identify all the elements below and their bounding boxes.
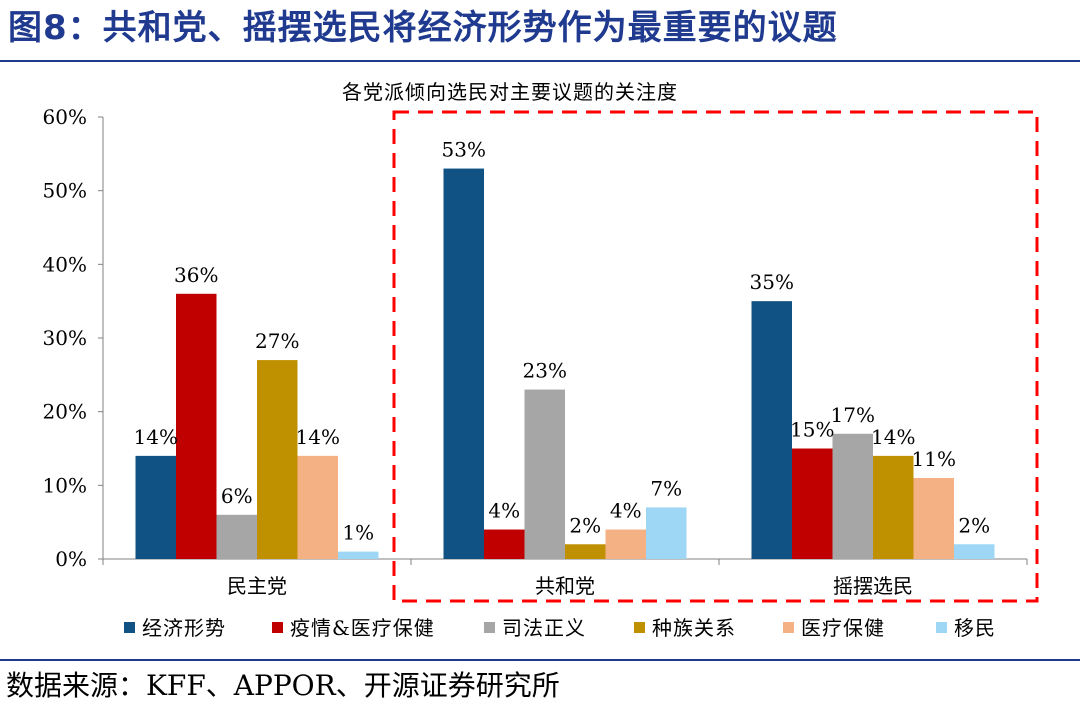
- chart-title: 各党派倾向选民对主要议题的关注度: [342, 80, 678, 104]
- highlight-box: [392, 110, 1039, 603]
- x-tick-label: 摇摆选民: [833, 574, 913, 598]
- data-label: 11%: [912, 447, 956, 471]
- legend-swatch: [783, 622, 794, 633]
- data-label: 35%: [750, 270, 794, 294]
- legend: 经济形势 疫情&医疗保健 司法正义 种族关系 医疗保健 移民: [124, 616, 996, 640]
- data-label: 4%: [488, 499, 520, 523]
- y-tick-label: 50%: [43, 179, 87, 203]
- bar: [338, 551, 379, 559]
- legend-label: 移民: [954, 616, 996, 640]
- y-tick-label: 40%: [43, 252, 87, 276]
- legend-label: 种族关系: [652, 616, 736, 640]
- data-label: 1%: [342, 521, 374, 545]
- legend-swatch: [936, 622, 947, 633]
- bar: [524, 389, 565, 559]
- data-label: 6%: [221, 484, 253, 508]
- bar: [873, 455, 914, 559]
- y-axis: 0% 10% 20% 30% 40% 50% 60%: [43, 105, 104, 571]
- data-label: 14%: [134, 425, 178, 449]
- bar: [832, 433, 873, 559]
- data-label: 53%: [442, 138, 486, 162]
- legend-swatch: [124, 622, 135, 633]
- bar: [954, 544, 995, 559]
- bar: [443, 168, 484, 560]
- bar: [913, 477, 954, 559]
- x-tick-label: 共和党: [535, 574, 595, 598]
- data-label: 27%: [255, 329, 299, 353]
- x-tick-label: 民主党: [227, 574, 287, 598]
- data-label: 4%: [610, 499, 642, 523]
- bar: [484, 529, 525, 559]
- data-label: 17%: [831, 403, 875, 427]
- bar: [176, 293, 217, 559]
- source-note: 数据来源：KFF、APPOR、开源证券研究所: [6, 669, 560, 702]
- legend-swatch: [272, 622, 283, 633]
- bars: [135, 168, 995, 560]
- top-divider: [0, 60, 1080, 62]
- legend-swatch: [484, 622, 495, 633]
- bar: [646, 507, 687, 559]
- x-axis: 民主党 共和党 摇摆选民: [102, 558, 1028, 598]
- bar: [751, 301, 792, 559]
- bar: [297, 455, 338, 559]
- legend-label: 司法正义: [502, 616, 586, 640]
- bar: [135, 455, 176, 559]
- bar: [216, 514, 257, 559]
- data-label: 23%: [523, 359, 567, 383]
- y-tick-label: 30%: [43, 326, 87, 350]
- y-tick-label: 0%: [55, 547, 87, 571]
- bottom-divider: [0, 659, 1080, 661]
- data-label: 14%: [296, 425, 340, 449]
- bar: [792, 448, 833, 559]
- bar: [605, 529, 646, 559]
- data-label: 15%: [790, 418, 834, 442]
- legend-swatch: [634, 622, 645, 633]
- legend-label: 疫情&医疗保健: [290, 616, 435, 640]
- figure-title: 图8：共和党、摇摆选民将经济形势作为最重要的议题: [8, 8, 838, 48]
- bar: [257, 360, 298, 559]
- legend-label: 经济形势: [142, 616, 226, 640]
- y-tick-label: 10%: [43, 473, 87, 497]
- data-label: 2%: [958, 513, 990, 537]
- data-label: 7%: [650, 476, 682, 500]
- legend-label: 医疗保健: [801, 616, 885, 640]
- data-label: 36%: [174, 263, 218, 287]
- data-label: 2%: [569, 513, 601, 537]
- y-tick-label: 20%: [43, 400, 87, 424]
- bar: [565, 544, 606, 559]
- data-labels: 14%36%6%27%14%1%53%4%23%2%4%7%35%15%17%1…: [134, 138, 991, 545]
- y-tick-label: 60%: [43, 105, 87, 129]
- data-label: 14%: [871, 425, 915, 449]
- bar-chart: 各党派倾向选民对主要议题的关注度 0% 10% 20% 30% 40% 50% 60% 民主…: [43, 80, 1039, 640]
